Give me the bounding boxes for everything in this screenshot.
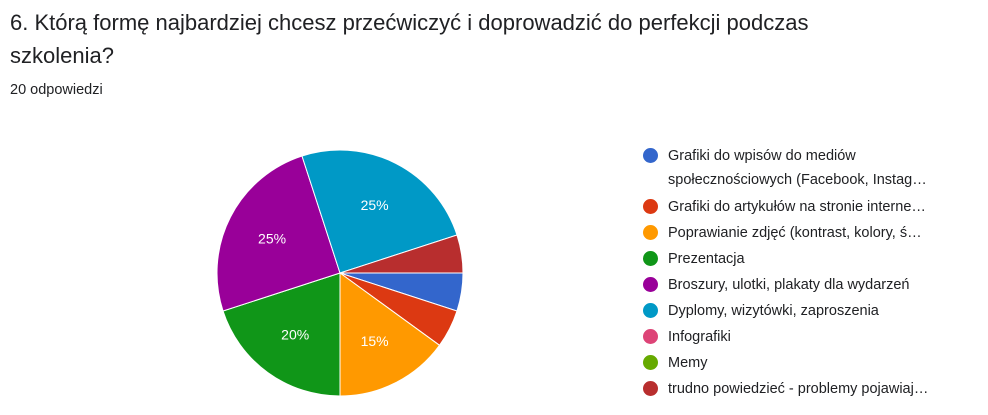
legend-dot-icon	[643, 277, 658, 292]
response-count: 20 odpowiedzi	[10, 82, 103, 98]
chart-legend: Grafiki do wpisów do mediów społeczności…	[643, 144, 983, 402]
legend-label: Memy	[668, 355, 708, 371]
pie-slice-4[interactable]	[216, 155, 341, 312]
slice-percent-label-4: 25%	[258, 230, 286, 246]
legend-item-articles[interactable]: Grafiki do artykułów na stronie interne…	[643, 194, 983, 220]
legend-label: Infografiki	[668, 329, 731, 345]
legend-item-presentation[interactable]: Prezentacja	[643, 246, 983, 272]
legend-label: Prezentacja	[668, 251, 745, 267]
legend-label: Broszury, ulotki, plakaty dla wydarzeń	[668, 277, 910, 293]
question-title: 6. Którą formę najbardziej chcesz przećw…	[10, 6, 910, 72]
slice-percent-label-5: 25%	[361, 197, 389, 213]
legend-label-line-2: społecznościowych (Facebook, Instag…	[668, 172, 927, 188]
legend-item-infographics[interactable]: Infografiki	[643, 324, 983, 350]
pie-slice-3[interactable]	[222, 272, 341, 397]
legend-item-brochures[interactable]: Broszury, ulotki, plakaty dla wydarzeń	[643, 272, 983, 298]
legend-item-photo-editing[interactable]: Poprawianie zdjęć (kontrast, kolory, ś…	[643, 220, 983, 246]
pie-slice-5[interactable]	[301, 149, 458, 274]
legend-dot-icon	[643, 199, 658, 214]
legend-label: Poprawianie zdjęć (kontrast, kolory, ś…	[668, 225, 922, 241]
legend-label: Dyplomy, wizytówki, zaproszenia	[668, 303, 879, 319]
legend-dot-icon	[643, 355, 658, 370]
pie-chart: 15% 20% 25% 25%	[216, 149, 464, 397]
pie-slice-8[interactable]	[339, 234, 464, 274]
legend-dot-icon	[643, 303, 658, 318]
legend-dot-icon	[643, 225, 658, 240]
question-title-line-1: 6. Którą formę najbardziej chcesz przećw…	[10, 10, 809, 35]
legend-label: Grafiki do artykułów na stronie interne…	[668, 199, 926, 215]
legend-label-line-1: Grafiki do wpisów do mediów	[668, 148, 856, 164]
pie-slice-2[interactable]	[339, 272, 441, 397]
legend-item-memes[interactable]: Memy	[643, 350, 983, 376]
legend-item-diplomas[interactable]: Dyplomy, wizytówki, zaproszenia	[643, 298, 983, 324]
slice-percent-label-3: 20%	[281, 327, 309, 343]
legend-dot-icon	[643, 148, 658, 163]
slice-percent-label-2: 15%	[361, 333, 389, 349]
legend-dot-icon	[643, 251, 658, 266]
legend-item-hard-to-say[interactable]: trudno powiedzieć - problemy pojawiaj…	[643, 376, 983, 402]
question-title-line-2: szkolenia?	[10, 43, 114, 68]
legend-dot-icon	[643, 329, 658, 344]
legend-item-social-media[interactable]: Grafiki do wpisów do mediów społeczności…	[643, 144, 983, 192]
legend-label: trudno powiedzieć - problemy pojawiaj…	[668, 381, 929, 397]
legend-dot-icon	[643, 381, 658, 396]
